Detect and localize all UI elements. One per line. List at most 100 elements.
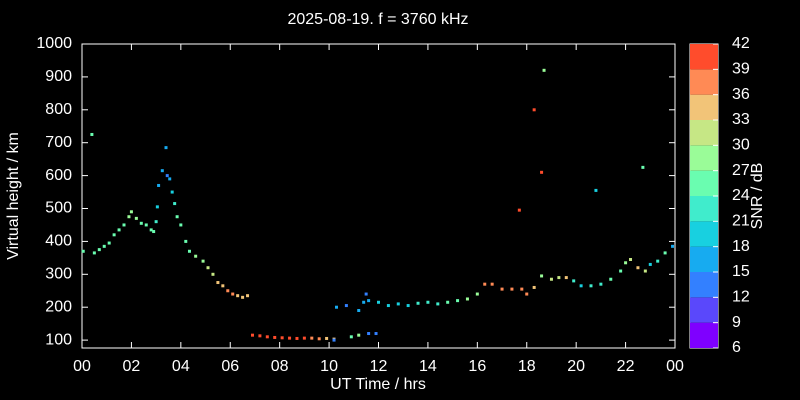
data-point xyxy=(589,284,593,288)
x-tick-label: 12 xyxy=(370,358,388,375)
data-point xyxy=(609,277,613,281)
y-tick-label: 600 xyxy=(45,167,72,184)
data-point xyxy=(325,336,329,340)
y-tick-label: 200 xyxy=(45,298,72,315)
data-point xyxy=(357,308,361,312)
data-point xyxy=(194,254,198,258)
data-point xyxy=(579,284,583,288)
data-point xyxy=(671,244,675,248)
data-point xyxy=(170,190,174,194)
data-point xyxy=(542,68,546,72)
y-tick-label: 400 xyxy=(45,233,72,250)
data-point xyxy=(540,274,544,278)
data-point xyxy=(572,279,576,283)
y-axis-title: Virtual height / km xyxy=(5,132,22,260)
data-point xyxy=(377,300,380,304)
data-point xyxy=(643,269,647,273)
x-tick-label: 04 xyxy=(172,358,190,375)
colorbar-swatch xyxy=(690,272,718,298)
x-axis-title: UT Time / hrs xyxy=(330,376,426,393)
colorbar-tick-label: 27 xyxy=(732,162,750,179)
data-point xyxy=(201,259,205,263)
data-point xyxy=(241,295,245,299)
data-point xyxy=(367,332,371,336)
x-tick-label: 00 xyxy=(666,358,684,375)
colorbar-swatch xyxy=(690,69,718,95)
data-point xyxy=(510,287,514,291)
data-point xyxy=(540,170,544,174)
y-tick-label: 500 xyxy=(45,200,72,217)
data-point xyxy=(517,208,521,212)
data-point xyxy=(648,262,652,266)
data-point xyxy=(211,272,215,276)
x-tick-label: 00 xyxy=(73,358,91,375)
data-point xyxy=(149,228,153,232)
data-point xyxy=(317,337,321,341)
data-point xyxy=(160,169,164,173)
data-point xyxy=(246,294,250,298)
data-point xyxy=(117,228,121,232)
data-point xyxy=(154,220,158,224)
data-point xyxy=(332,338,336,342)
x-tick-label: 14 xyxy=(419,358,437,375)
x-tick-label: 08 xyxy=(271,358,289,375)
data-point xyxy=(334,305,338,309)
data-point xyxy=(139,221,143,225)
data-point xyxy=(280,336,284,340)
data-point xyxy=(107,241,111,245)
x-tick-label: 02 xyxy=(123,358,141,375)
colorbar-tick-label: 30 xyxy=(732,137,750,154)
data-point xyxy=(564,276,568,280)
data-point xyxy=(90,132,94,136)
data-point xyxy=(520,287,524,291)
colorbar-swatch xyxy=(690,44,718,70)
data-point xyxy=(357,333,361,337)
y-tick-label: 800 xyxy=(45,101,72,118)
data-point xyxy=(168,177,172,181)
data-point xyxy=(102,244,106,248)
data-point xyxy=(179,223,183,227)
data-point xyxy=(396,302,400,306)
data-point xyxy=(81,249,85,253)
data-point xyxy=(619,269,623,273)
data-point xyxy=(258,334,262,338)
data-point xyxy=(475,292,479,296)
colorbar-swatch xyxy=(690,145,718,171)
y-tick-label: 900 xyxy=(45,68,72,85)
data-point xyxy=(386,304,390,308)
colorbar-tick-label: 36 xyxy=(732,86,750,103)
chart-title: 2025-08-19. f = 3760 kHz xyxy=(287,11,468,28)
data-point xyxy=(557,276,561,280)
colorbar-tick-label: 24 xyxy=(732,187,750,204)
data-point xyxy=(164,146,168,150)
colorbar-swatch xyxy=(690,120,718,146)
data-point xyxy=(112,233,116,237)
data-point xyxy=(250,333,254,337)
data-point xyxy=(129,210,133,214)
data-point xyxy=(184,239,188,243)
data-point xyxy=(436,302,440,306)
colorbar-swatch xyxy=(690,170,718,196)
data-point xyxy=(636,266,640,270)
data-point xyxy=(599,282,603,286)
data-point xyxy=(367,299,371,303)
y-tick-label: 100 xyxy=(45,331,72,348)
data-point xyxy=(134,216,138,220)
data-point xyxy=(594,188,598,192)
data-point xyxy=(152,230,156,234)
data-point xyxy=(122,223,126,227)
data-point xyxy=(656,259,660,263)
x-tick-label: 20 xyxy=(567,358,585,375)
data-point xyxy=(175,215,179,219)
colorbar-tick-label: 39 xyxy=(732,61,750,78)
data-point xyxy=(641,165,645,169)
data-point xyxy=(273,335,277,339)
data-point xyxy=(302,336,306,340)
data-point xyxy=(416,301,420,305)
colorbar-swatch xyxy=(690,94,718,120)
data-point xyxy=(406,304,410,308)
data-point xyxy=(127,215,131,219)
data-point xyxy=(236,294,240,298)
